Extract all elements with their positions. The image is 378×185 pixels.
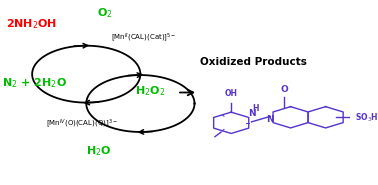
Text: N$_2$ + 2H$_2$O: N$_2$ + 2H$_2$O <box>2 76 67 90</box>
Text: OH: OH <box>225 89 238 98</box>
Text: [Mn$^{IV}$(O)(CAL)(Q)]$^{3-}$: [Mn$^{IV}$(O)(CAL)(Q)]$^{3-}$ <box>46 117 118 130</box>
Text: O: O <box>280 85 288 94</box>
Text: N: N <box>248 109 256 118</box>
Text: H$_2$O: H$_2$O <box>86 144 112 158</box>
Text: O$_2$: O$_2$ <box>97 6 112 20</box>
Text: H: H <box>253 104 259 113</box>
Text: [Mn$^{II}$(CAL)(Cat)]$^{5-}$: [Mn$^{II}$(CAL)(Cat)]$^{5-}$ <box>111 31 176 44</box>
Text: SO$_3$H: SO$_3$H <box>355 111 378 124</box>
Text: H$_2$O$_2$: H$_2$O$_2$ <box>135 85 166 98</box>
Text: Oxidized Products: Oxidized Products <box>200 57 307 67</box>
Text: 2NH$_2$OH: 2NH$_2$OH <box>6 18 57 31</box>
Text: N: N <box>266 115 273 124</box>
